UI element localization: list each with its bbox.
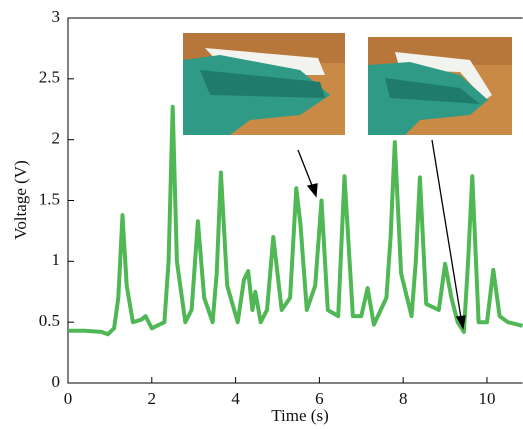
x-axis-label: Time (s) <box>271 406 328 425</box>
y-tick-label: 0.5 <box>39 311 60 330</box>
x-tick-label: 8 <box>399 389 408 408</box>
x-tick-label: 0 <box>64 389 73 408</box>
data-line <box>68 104 523 337</box>
y-tick-label: 0 <box>52 372 61 391</box>
x-tick-label: 10 <box>478 389 495 408</box>
plot-area: 0 0.5 1 1.5 2 2.5 3 0 2 4 6 8 10 <box>39 7 523 408</box>
y-tick-label: 1.5 <box>39 189 60 208</box>
arrow <box>297 139 466 330</box>
x-tick-label: 4 <box>231 389 240 408</box>
y-tick-label: 1 <box>52 250 61 269</box>
x-tick-label: 2 <box>148 389 157 408</box>
inset-photo <box>368 37 512 135</box>
x-tick-label: 6 <box>315 389 324 408</box>
y-tick-label: 3 <box>52 7 61 26</box>
y-tick-label: 2.5 <box>39 68 60 87</box>
y-axis-label: Voltage (V) <box>11 160 30 239</box>
y-tick-label: 2 <box>52 129 61 148</box>
inset-photo <box>183 33 345 135</box>
